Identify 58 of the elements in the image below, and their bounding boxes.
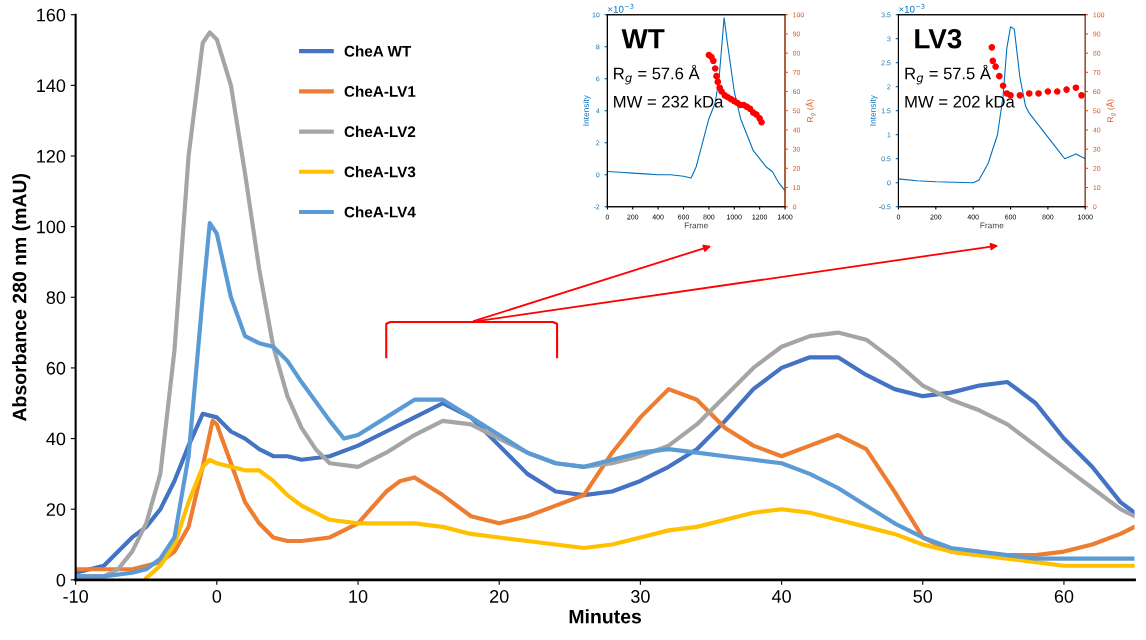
text: ×10$^{−3}$ — [608, 3, 634, 13]
point — [1035, 90, 1042, 97]
point — [1063, 86, 1070, 93]
point — [718, 88, 725, 95]
annotation: R$_{g}$ = 57.5 Å — [905, 64, 991, 85]
x-tick-label: 40 — [771, 590, 791, 603]
y-axis-title: Absorbance 280 nm (mAU) — [12, 173, 31, 422]
point — [710, 57, 717, 65]
y-tick-label: 40 — [46, 432, 66, 446]
text: ×10$^{−3}$ — [899, 3, 925, 13]
x-tick-label: 0 — [212, 590, 222, 603]
y-tick-label: 60 — [46, 361, 66, 375]
point — [714, 78, 722, 86]
point — [1016, 92, 1024, 99]
x-axis-title: Minutes — [569, 609, 642, 624]
point — [1025, 90, 1033, 97]
y-tick-label: 100 — [37, 220, 66, 234]
y-tick-label: 160 — [37, 8, 66, 22]
point — [758, 118, 765, 126]
x-tick-label: 50 — [913, 590, 933, 603]
legend-label: CheA WT — [344, 45, 412, 57]
point — [1078, 92, 1085, 99]
point — [713, 72, 720, 80]
x-axis-title: Frame — [980, 222, 1004, 229]
y-axis-title: Intensity — [582, 95, 591, 126]
x-tick-label: 10 — [349, 590, 368, 603]
point — [992, 63, 999, 70]
point — [999, 82, 1007, 90]
y-tick-label: 0 — [56, 573, 66, 587]
point — [996, 72, 1003, 80]
x-tick-label: 20 — [490, 590, 509, 603]
chart-title: LV3 — [915, 28, 962, 49]
legend-label: CheA-LV4 — [344, 206, 416, 218]
point — [1044, 88, 1052, 95]
x-tick-label: 30 — [631, 590, 650, 603]
point — [711, 65, 719, 72]
legend-label: CheA-LV1 — [344, 85, 416, 97]
y-tick-label: 120 — [37, 149, 66, 163]
y2-axis-title: R$_{g}$ (Å) — [1105, 99, 1116, 122]
x-tick-label: 60 — [1054, 590, 1074, 603]
x-tick-label: -10 — [63, 590, 88, 603]
y-axis-title: Intensity — [869, 95, 878, 126]
point — [1053, 88, 1061, 95]
legend-label: CheA-LV3 — [344, 166, 416, 178]
point — [989, 57, 997, 65]
y2-axis-title: R$_{g}$ (Å) — [805, 99, 816, 122]
chart-title: WT — [621, 29, 665, 49]
line-series — [144, 457, 1135, 580]
line-series — [75, 355, 1135, 575]
line-series — [898, 26, 1086, 184]
y-tick-label: 80 — [46, 291, 66, 304]
y-tick-label: 20 — [46, 503, 66, 516]
annotation: R$_{g}$ = 57.6 Å — [614, 64, 700, 85]
x-axis-title: Frame — [684, 222, 708, 229]
point — [988, 44, 996, 51]
point — [1072, 84, 1080, 91]
legend-label: CheA-LV2 — [344, 125, 416, 138]
y-tick-label: 140 — [37, 79, 66, 93]
